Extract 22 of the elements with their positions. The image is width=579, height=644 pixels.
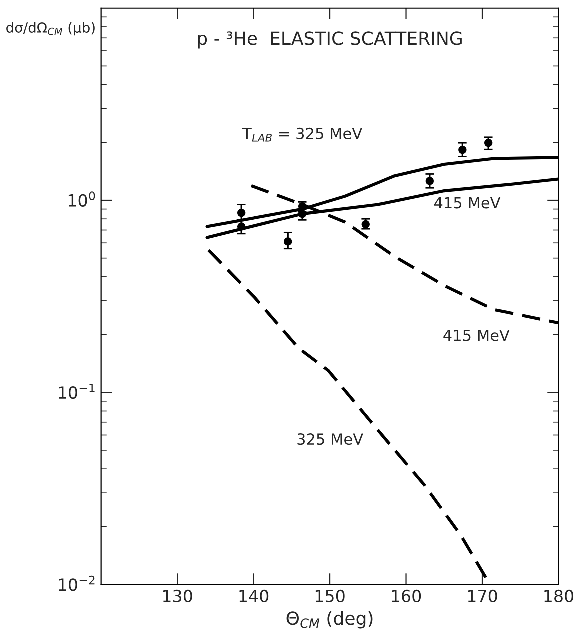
y-tick-label: 10$^{−1}$ [59,384,95,400]
point [458,146,467,154]
x-axis-title: Θ$_{CM}$ (deg) [286,611,373,629]
x-tick-label: 170 [468,590,498,603]
x-tick-label: 150 [316,590,345,603]
y-tick-label: 10$^{0}$ [68,192,96,207]
y-tick-label: 10$^{−2}$ [59,576,95,592]
annotation: T$_{LAB}$ = 325 MeV [242,128,362,142]
x-tick-label: 140 [240,590,269,603]
annotation: 325 MeV [298,434,364,446]
y-axis-title: dσ/dΩ$_{CM}$ (μb) [6,22,95,36]
point [426,177,434,186]
x-tick-label: 160 [392,590,422,603]
x-tick-label: 130 [163,590,192,603]
annotation: 415 MeV [444,330,510,342]
x-tick-label: 180 [544,590,574,603]
text: p - ³He ELASTIC SCATTERING [198,32,462,49]
point [237,208,246,218]
point [484,138,493,148]
point [284,238,292,246]
annotation: 415 MeV [434,197,501,209]
point [237,222,246,231]
